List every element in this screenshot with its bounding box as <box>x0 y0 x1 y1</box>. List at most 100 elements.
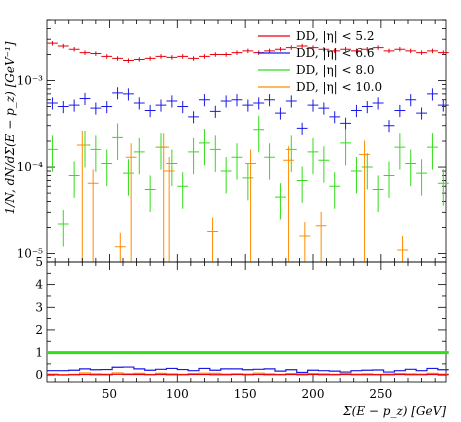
data-point <box>123 58 134 63</box>
data-point <box>166 95 178 108</box>
series-0 <box>47 40 449 63</box>
ratio-y-tick-label: 1 <box>35 346 43 360</box>
data-point <box>351 104 362 118</box>
data-point <box>405 149 417 186</box>
data-point <box>220 52 232 57</box>
ratio-y-tick-label: 4 <box>35 278 43 292</box>
data-point <box>209 135 221 172</box>
data-point <box>318 46 330 52</box>
data-point <box>394 133 406 170</box>
series-3 <box>76 130 408 262</box>
y-axis-title: 1/N, dN/dΣ(E − p_z) [GeV⁻¹] <box>3 41 17 214</box>
data-point <box>361 153 373 190</box>
data-point <box>427 88 438 101</box>
data-point <box>361 100 373 114</box>
data-point <box>177 100 189 114</box>
data-point <box>207 217 218 262</box>
data-point <box>372 97 384 110</box>
data-point <box>296 166 308 203</box>
ratio-line <box>47 373 449 376</box>
data-point <box>329 48 341 54</box>
data-point <box>394 46 406 52</box>
data-point <box>405 94 417 107</box>
data-point <box>155 54 167 59</box>
data-point <box>351 48 362 54</box>
data-point <box>155 133 167 170</box>
data-point <box>158 133 170 262</box>
data-point <box>90 51 102 56</box>
data-point <box>245 149 256 262</box>
data-point <box>188 111 199 124</box>
x-tick-label: 50 <box>102 387 117 401</box>
data-point <box>68 46 80 52</box>
data-point <box>188 56 199 61</box>
ratio-series-3 <box>47 373 449 376</box>
data-point <box>307 45 319 50</box>
data-point <box>47 135 58 172</box>
data-point <box>340 117 351 130</box>
data-point <box>57 210 69 247</box>
x-tick-label: 150 <box>234 387 257 401</box>
data-point <box>47 97 58 110</box>
y-tick-label: 10⁻³ <box>17 74 44 88</box>
x-axis-title: Σ(E − p_z) [GeV] <box>342 404 446 418</box>
data-point <box>220 157 232 194</box>
ratio-panel: 50 100 150 200 250 0 1 2 3 4 5 <box>35 254 449 401</box>
data-point <box>133 137 145 175</box>
data-point <box>220 95 232 108</box>
data-point <box>329 111 341 124</box>
data-point <box>253 97 265 110</box>
data-point <box>101 149 113 186</box>
data-point <box>296 122 308 135</box>
data-point <box>372 175 384 213</box>
data-point <box>318 102 330 115</box>
data-point <box>79 130 91 168</box>
legend-label: DD, |η| < 10.0 <box>296 80 382 94</box>
data-point <box>209 52 221 57</box>
data-point <box>144 56 156 61</box>
data-point <box>437 99 449 112</box>
data-point <box>296 43 308 49</box>
ratio-y-tick-label: 5 <box>35 255 43 269</box>
data-point <box>416 107 427 120</box>
data-point <box>253 115 265 153</box>
data-point <box>394 104 406 118</box>
data-point <box>112 87 123 100</box>
ratio-line <box>47 366 449 374</box>
ratio-y-tick-label: 3 <box>35 300 43 314</box>
data-point <box>87 169 99 262</box>
y-tick-label: 10⁻⁵ <box>17 247 44 261</box>
data-point <box>351 157 362 194</box>
data-point <box>405 48 417 54</box>
legend-label: DD, |η| < 5.2 <box>296 29 375 43</box>
data-point <box>199 94 210 107</box>
data-point <box>231 143 243 180</box>
y-tick-label: 10⁻⁴ <box>17 160 44 174</box>
data-point <box>315 211 327 262</box>
data-point <box>177 54 189 59</box>
data-point <box>383 161 395 198</box>
data-point <box>242 48 254 54</box>
data-point <box>90 102 102 115</box>
data-point <box>112 123 123 160</box>
data-point <box>427 133 438 170</box>
data-point <box>285 45 297 50</box>
data-point <box>427 48 438 54</box>
data-point <box>242 99 254 112</box>
data-point <box>133 57 145 62</box>
data-point <box>57 100 69 114</box>
data-point <box>264 143 275 180</box>
legend-label: DD, |η| < 6.6 <box>296 46 375 60</box>
ratio-plot-frame <box>46 261 447 383</box>
data-point <box>318 146 330 183</box>
ratio-y-tick-label: 2 <box>35 323 43 337</box>
data-point <box>123 88 134 101</box>
data-point <box>231 94 243 107</box>
data-point <box>283 146 294 262</box>
data-point <box>275 183 286 220</box>
legend-label: DD, |η| < 8.0 <box>296 63 375 77</box>
data-point <box>416 159 427 196</box>
data-point <box>163 157 175 262</box>
data-point <box>275 46 286 52</box>
